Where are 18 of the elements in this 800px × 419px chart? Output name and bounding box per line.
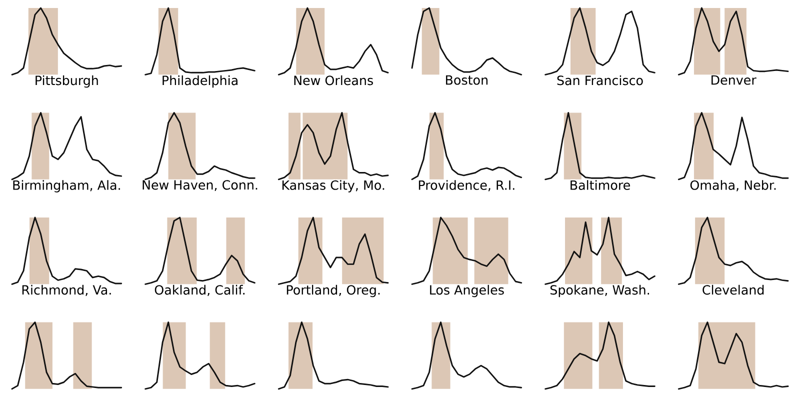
text: Spokane, Wash.: [550, 284, 650, 298]
text: Birmingham, Ala.: [13, 180, 120, 192]
text: New Orleans: [294, 75, 373, 86]
text: Pittsburgh: [36, 75, 98, 88]
text: Omaha, Nebr.: [690, 180, 776, 192]
text: Denver: [712, 75, 756, 85]
text: Baltimore: [570, 180, 630, 190]
text: Richmond, Va.: [22, 284, 111, 296]
text: New Haven, Conn.: [142, 180, 258, 191]
text: Cleveland: [702, 284, 764, 295]
text: Portland, Oreg.: [286, 284, 380, 298]
text: Kansas City, Mo.: [282, 180, 384, 192]
text: Providence, R.I.: [418, 180, 514, 192]
text: Oakland, Calif.: [154, 284, 244, 296]
text: Los Angeles: [430, 284, 504, 298]
text: San Francisco: [557, 75, 643, 86]
text: Philadelphia: [162, 75, 238, 88]
text: Boston: [446, 75, 488, 85]
